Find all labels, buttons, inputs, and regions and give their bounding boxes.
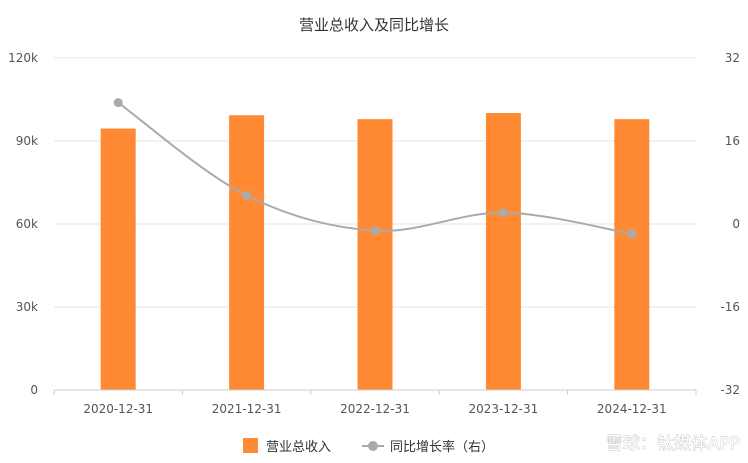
line-series — [113, 98, 637, 239]
legend-swatch-growth-dot — [368, 441, 378, 451]
legend-label-revenue: 营业总收入 — [266, 440, 331, 455]
y-left-tick-label: 30k — [16, 300, 38, 314]
bar-revenue — [229, 115, 265, 391]
y-left-tick-label: 90k — [16, 134, 38, 148]
y-right-tick-label: 0 — [732, 217, 740, 231]
legend-label-growth: 同比增长率（右） — [390, 439, 494, 455]
growth-point — [498, 208, 508, 218]
bar-revenue — [357, 119, 393, 390]
y-right-tick-label: -32 — [720, 383, 740, 397]
legend-swatch-revenue — [243, 438, 258, 453]
bar-revenue — [485, 113, 521, 390]
x-tick-label: 2024-12-31 — [597, 402, 667, 416]
x-tick-label: 2020-12-31 — [83, 402, 153, 416]
x-tick-label: 2022-12-31 — [340, 402, 410, 416]
growth-point — [370, 226, 380, 236]
legend: 营业总收入 同比增长率（右） — [243, 438, 494, 455]
x-tick-label: 2021-12-31 — [212, 402, 282, 416]
y-left-tick-label: 60k — [16, 217, 38, 231]
bar-series — [100, 113, 650, 391]
bar-revenue — [100, 128, 136, 391]
y-right-tick-label: -16 — [720, 300, 740, 314]
x-tick-label: 2023-12-31 — [469, 402, 539, 416]
watermark: 雪球：钛媒体APP — [606, 434, 740, 454]
y-right-tick-label: 32 — [725, 51, 740, 65]
growth-point — [113, 98, 123, 108]
bar-revenue — [614, 119, 650, 390]
y-left-tick-label: 0 — [30, 383, 38, 397]
growth-point — [242, 190, 252, 200]
chart-title: 营业总收入及同比增长 — [299, 16, 449, 34]
y-right-tick-label: 16 — [725, 134, 740, 148]
y-left-tick-label: 120k — [8, 51, 38, 65]
growth-point — [627, 229, 637, 239]
axes: 0 -32 30k -16 60k 0 90k 16 120k 32 2020-12-31 2021-… — [8, 51, 740, 416]
